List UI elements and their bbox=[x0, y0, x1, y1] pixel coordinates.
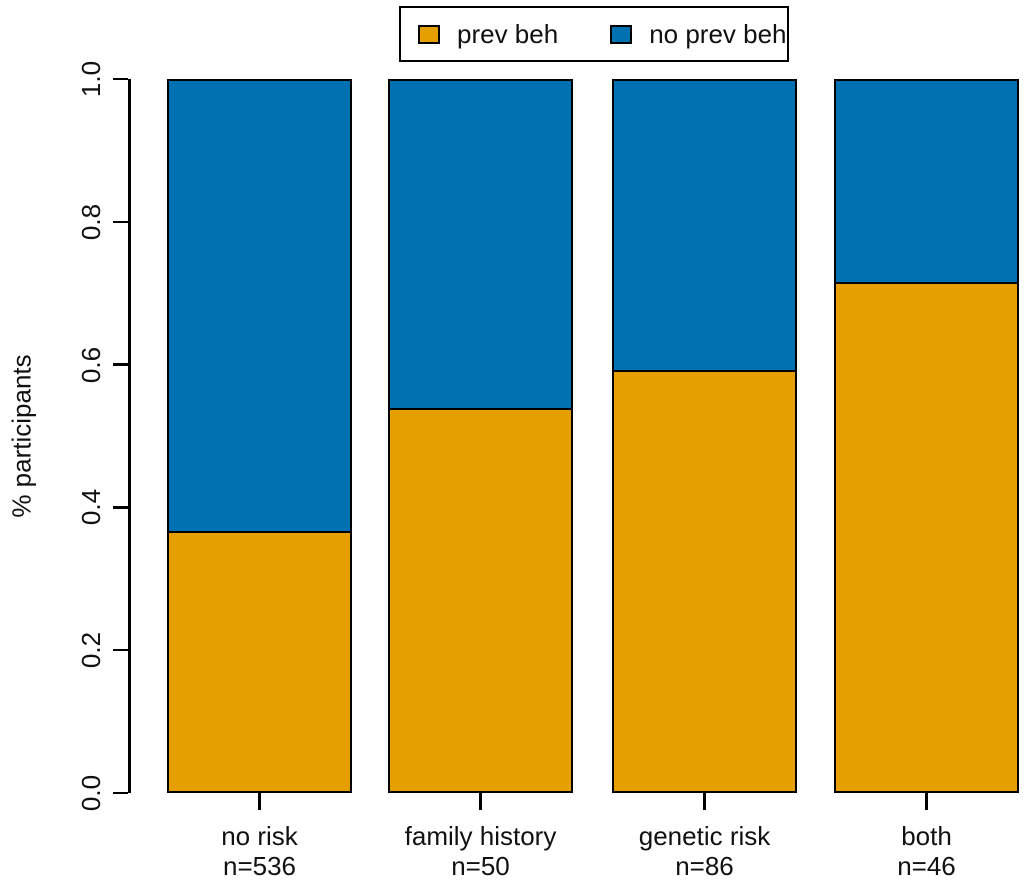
x-axis-label-family-history: family history n=50 bbox=[351, 821, 611, 881]
y-axis-tick-label: 0.8 bbox=[76, 203, 106, 240]
category-count: n=50 bbox=[451, 851, 510, 881]
x-axis-tick bbox=[703, 793, 706, 810]
category-name: genetic risk bbox=[638, 821, 771, 851]
category-count: n=86 bbox=[675, 851, 734, 881]
bar-segment-prev-beh-family-history bbox=[390, 407, 571, 791]
category-count: n=46 bbox=[897, 851, 956, 881]
y-axis-tick bbox=[113, 363, 128, 366]
x-axis-label-no-risk: no risk n=536 bbox=[130, 821, 390, 881]
bar-family-history bbox=[388, 79, 573, 793]
y-axis-line bbox=[128, 79, 131, 793]
x-axis-label-both: both n=46 bbox=[797, 821, 1024, 881]
y-axis-tick-label: 0.0 bbox=[76, 774, 106, 812]
bar-genetic-risk bbox=[612, 79, 797, 793]
y-axis-tick-label: 1.0 bbox=[76, 60, 106, 98]
legend-item-no-prev-beh: no prev beh bbox=[610, 19, 787, 49]
x-axis-label-genetic-risk: genetic risk n=86 bbox=[575, 821, 835, 881]
y-axis-tick bbox=[113, 791, 128, 795]
bar-segment-prev-beh-no-risk bbox=[169, 531, 350, 791]
x-axis-tick bbox=[925, 793, 928, 810]
y-axis-tick bbox=[113, 77, 128, 81]
y-axis-tick-label: 0.6 bbox=[76, 346, 106, 383]
legend-label: no prev beh bbox=[649, 19, 787, 49]
y-axis-tick-label: 0.2 bbox=[76, 632, 106, 669]
legend-swatch-no-prev-beh bbox=[610, 24, 633, 44]
bar-segment-prev-beh-genetic-risk bbox=[614, 369, 795, 791]
y-axis-tick bbox=[113, 220, 128, 224]
x-axis-tick bbox=[258, 793, 261, 810]
y-axis-tick-label: 0.4 bbox=[76, 489, 106, 526]
category-count: n=536 bbox=[222, 851, 297, 881]
bar-segment-prev-beh-both bbox=[836, 281, 1017, 791]
y-axis-tick bbox=[113, 506, 128, 509]
bar-both bbox=[834, 79, 1019, 793]
legend-swatch-prev-beh bbox=[418, 24, 440, 44]
y-axis-title: % participants bbox=[6, 354, 37, 518]
category-name: family history bbox=[404, 821, 557, 851]
legend: prev beh no prev beh bbox=[399, 6, 789, 62]
category-name: no risk bbox=[221, 821, 298, 851]
x-axis-tick bbox=[479, 793, 482, 810]
legend-item-prev-beh: prev beh bbox=[418, 21, 558, 47]
legend-label: prev beh bbox=[457, 19, 559, 49]
y-axis-tick bbox=[113, 648, 128, 652]
bar-no-risk bbox=[167, 79, 352, 793]
category-name: both bbox=[901, 821, 952, 851]
